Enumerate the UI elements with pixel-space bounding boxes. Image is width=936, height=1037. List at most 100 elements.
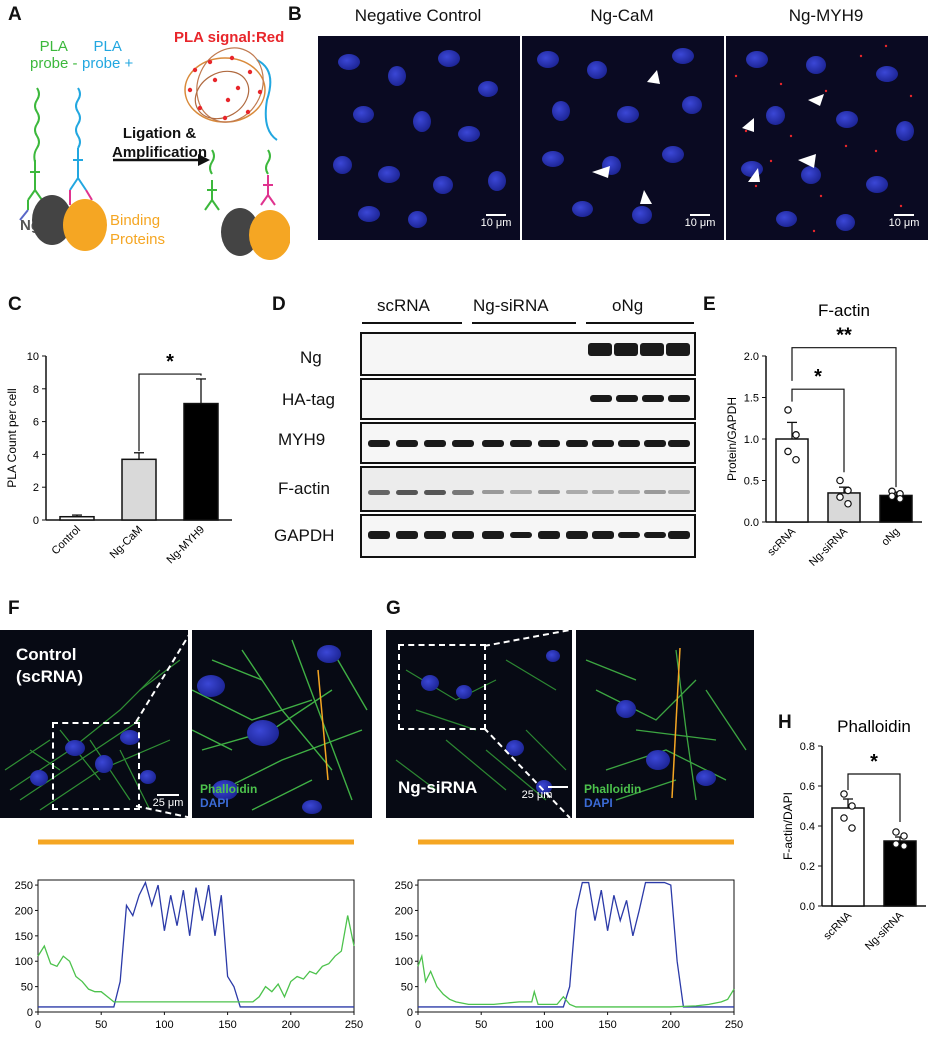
y-tick-label: 4 (33, 449, 39, 461)
x-tick-label: 0 (35, 1019, 41, 1031)
zoom-box-control (52, 722, 140, 810)
zoom-lines-f (135, 629, 193, 819)
data-point (892, 828, 900, 836)
significance-mark: * (814, 366, 822, 388)
rca-product-loop-3 (194, 70, 250, 120)
y-tick-label: 200 (395, 905, 413, 917)
data-point (784, 447, 792, 456)
pla-probe-minus-label: PLA probe - (30, 38, 78, 72)
binding-proteins-label: Binding Proteins (110, 212, 166, 248)
pla-schematic-svg (19, 47, 290, 260)
plot-frame (417, 879, 735, 1013)
scale-bar-b2: 10 μm (680, 214, 720, 229)
panel-label-h: H (778, 712, 792, 733)
data-point (900, 832, 908, 840)
wb-row-label-f-actin: F-actin (278, 479, 330, 498)
right-antibody-minus-icon (204, 180, 220, 211)
data-point (840, 790, 848, 798)
arrowheads-ng-cam (592, 70, 660, 204)
bar (883, 840, 917, 907)
legend-phalloidin-f: Phalloidin (200, 782, 258, 796)
zoom-lines-g (483, 629, 571, 819)
header-ng-myh9: Ng-MYH9 (788, 6, 864, 25)
panel-label-d: D (272, 294, 286, 315)
bar (879, 494, 913, 523)
scale-bar-f: 25 μm (148, 794, 188, 809)
x-tick-label: 200 (662, 1019, 680, 1031)
panel-label-a: A (8, 4, 22, 25)
right-ng-protein-shape (221, 208, 259, 256)
x-tick-label: Ng-CaM (108, 524, 145, 561)
y-tick-label: 250 (15, 880, 33, 892)
data-point (844, 499, 852, 508)
micrograph-control-zoom: Phalloidin DAPI (192, 630, 372, 818)
y-tick-label: 1.5 (744, 393, 759, 405)
probe-minus-strand (33, 87, 40, 163)
data-point (792, 431, 800, 439)
data-point (840, 814, 848, 822)
data-point (896, 494, 904, 503)
data-point (844, 486, 852, 495)
header-ng-cam: Ng-CaM (590, 6, 654, 25)
x-tick-label: 200 (282, 1019, 300, 1031)
chart-c: 0 2 4 6 8 10 Control Ng-CaM Ng-MYH9 PLA Count per… (5, 351, 232, 567)
significance-mark: * (870, 751, 878, 773)
x-tick-label: scRNA (821, 909, 854, 942)
data-point (848, 824, 856, 832)
y-tick-label: 0.8 (800, 741, 815, 753)
wb-row-label-gapdh: GAPDH (274, 526, 335, 545)
pla-dots-ng-myh9 (734, 44, 913, 233)
chart-title: F-actin (818, 301, 870, 320)
micrograph-control-scrna: Control (scRNA) 25 μm (0, 630, 188, 818)
y-tick-label: 100 (395, 956, 413, 968)
bar (827, 492, 861, 523)
profile-series-blue (38, 880, 354, 1008)
y-tick-label: 8 (33, 384, 39, 396)
profile-line-control (317, 669, 329, 781)
data-point (892, 840, 900, 848)
y-tick-label: 6 (33, 417, 39, 429)
significance-mark: ** (836, 325, 852, 347)
legend-dapi-g: DAPI (584, 796, 613, 810)
wb-strip-f-actin (360, 466, 696, 512)
y-tick-label: 50 (21, 982, 33, 994)
panel-label-f: F (8, 598, 20, 619)
significance-bracket (791, 388, 845, 473)
data-point (888, 492, 896, 501)
wb-group-scrna: scRNA (377, 296, 430, 315)
wb-strip-myh9 (360, 422, 696, 464)
data-point (792, 455, 800, 464)
micrograph-ng-sirna-zoom: Phalloidin DAPI (576, 630, 754, 818)
ligation-amplification-label: Ligation & Amplification (112, 125, 208, 161)
wb-row-label-ha-tag: HA-tag (282, 390, 335, 409)
y-axis-label: PLA Count per cell (5, 388, 19, 487)
binding-protein-shape (63, 199, 107, 251)
zoom-box-ng-sirna (398, 644, 486, 730)
pla-red-dots (187, 55, 263, 121)
chart-h: 0.0 0.2 0.4 0.6 0.8 scRNA Ng-siRNA F-actin/DAPI… (781, 717, 926, 950)
wb-group-ng-sirna: Ng-siRNA (473, 296, 549, 315)
antibody-minus-icon (27, 160, 43, 210)
scale-bar-b1: 10 μm (476, 214, 516, 229)
x-tick-label: 250 (345, 1019, 363, 1031)
x-tick-label: Ng-MYH9 (164, 524, 207, 567)
profile-line-ng-sirna (671, 647, 681, 799)
x-tick-label: Ng-siRNA (807, 525, 851, 569)
bar (183, 402, 219, 521)
pla-signal-label: PLA signal:Red (174, 29, 285, 46)
y-tick-label: 0.2 (800, 861, 815, 873)
wb-group-line-2 (472, 322, 576, 324)
wb-group-line-1 (362, 322, 462, 324)
y-tick-label: 0.5 (744, 476, 759, 488)
wb-strip-ha-tag (360, 378, 696, 420)
y-tick-label: 100 (15, 956, 33, 968)
profile-series-green (37, 915, 355, 1003)
bar (121, 458, 157, 521)
y-tick-label: 200 (15, 905, 33, 917)
y-tick-label: 0.0 (800, 901, 815, 913)
y-tick-label: 2 (33, 482, 39, 494)
chart-title: Phalloidin (837, 717, 911, 736)
y-tick-label: 150 (395, 931, 413, 943)
pla-probe-plus-label: PLA probe + (82, 38, 134, 72)
y-tick-label: 10 (27, 351, 39, 363)
